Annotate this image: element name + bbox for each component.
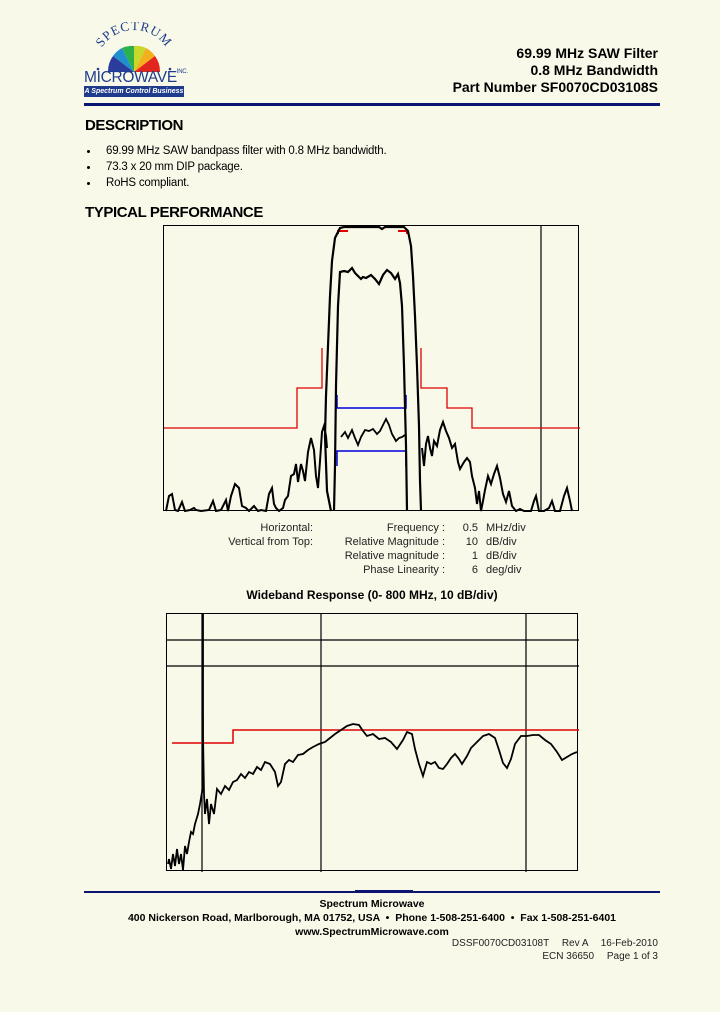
header-divider — [84, 103, 660, 106]
footer-company: Spectrum Microwave — [319, 898, 425, 910]
page-indicator: Page 1 of 3 — [606, 951, 658, 962]
scale-legend: Horizontal: Frequency : 0.5 MHz/div Vert… — [215, 521, 546, 577]
description-list: 69.99 MHz SAW bandpass filter with 0.8 M… — [85, 143, 387, 191]
list-item: 69.99 MHz SAW bandpass filter with 0.8 M… — [85, 143, 387, 159]
list-item: 73.3 x 20 mm DIP package. — [85, 159, 386, 175]
svg-text:SPECTRUM: SPECTRUM — [92, 22, 175, 50]
narrowband-chart — [163, 225, 580, 512]
bullet-separator: • — [382, 912, 393, 924]
doc-ecn: ECN 36650 — [542, 951, 595, 962]
footer-website[interactable]: www.SpectrumMicrowave.com — [295, 926, 449, 938]
list-item: RoHS compliant. — [85, 175, 386, 191]
wideband-plot — [167, 614, 579, 872]
scale-row-magnitude-10db: Vertical from Top: Relative Magnitude : … — [228, 536, 517, 548]
part-number: Part Number SF0070CD03108S — [452, 79, 658, 95]
footer-fax: Fax 1-508-251-6401 — [520, 912, 617, 924]
wideband-chart — [166, 613, 579, 872]
doc-revision: Rev A — [561, 938, 588, 949]
footer-phone: Phone 1-508-251-6400 — [395, 912, 505, 924]
doc-date: 16-Feb-2010 — [600, 938, 658, 949]
rainbow-arc-icon: SPECTRUM — [92, 22, 175, 72]
narrowband-plot — [164, 226, 580, 512]
footer-divider-accent — [355, 890, 413, 893]
performance-heading: TYPICAL PERFORMANCE — [85, 204, 263, 221]
product-frequency: 69.99 MHz SAW Filter — [516, 45, 658, 61]
bullet-separator: • — [507, 912, 518, 924]
wideband-title: Wideband Response (0- 800 MHz, 10 dB/div… — [246, 588, 498, 602]
scale-row-phase: Phase Linearity : 6 deg/div — [363, 564, 522, 576]
logo-wordmark: MICROWAVEINC. — [84, 69, 188, 86]
product-title: 69.99 MHz SAW Filter 0.8 MHz Bandwidth P… — [453, 45, 658, 96]
product-bandwidth: 0.8 MHz Bandwidth — [530, 62, 658, 78]
scale-row-horizontal: Horizontal: Frequency : 0.5 MHz/div — [260, 522, 526, 534]
footer-address: 400 Nickerson Road, Marlborough, MA 0175… — [127, 912, 380, 924]
doc-number: DSSF0070CD03108T — [451, 938, 550, 949]
scale-row-magnitude-1db: Relative magnitude : 1 dB/div — [344, 550, 517, 562]
logo-tagline: A Spectrum Control Business — [84, 86, 184, 97]
description-heading: DESCRIPTION — [85, 117, 184, 134]
document-meta: DSSF0070CD03108T Rev A 16-Feb-2010 ECN 3… — [442, 937, 658, 963]
company-logo: SPECTRUM MICROWAVEINC. A Spectrum Contro… — [84, 22, 188, 100]
footer-address-line: 400 Nickerson Road, Marlborough, MA 0175… — [84, 911, 660, 925]
footer-contact: Spectrum Microwave 400 Nickerson Road, M… — [84, 897, 660, 939]
